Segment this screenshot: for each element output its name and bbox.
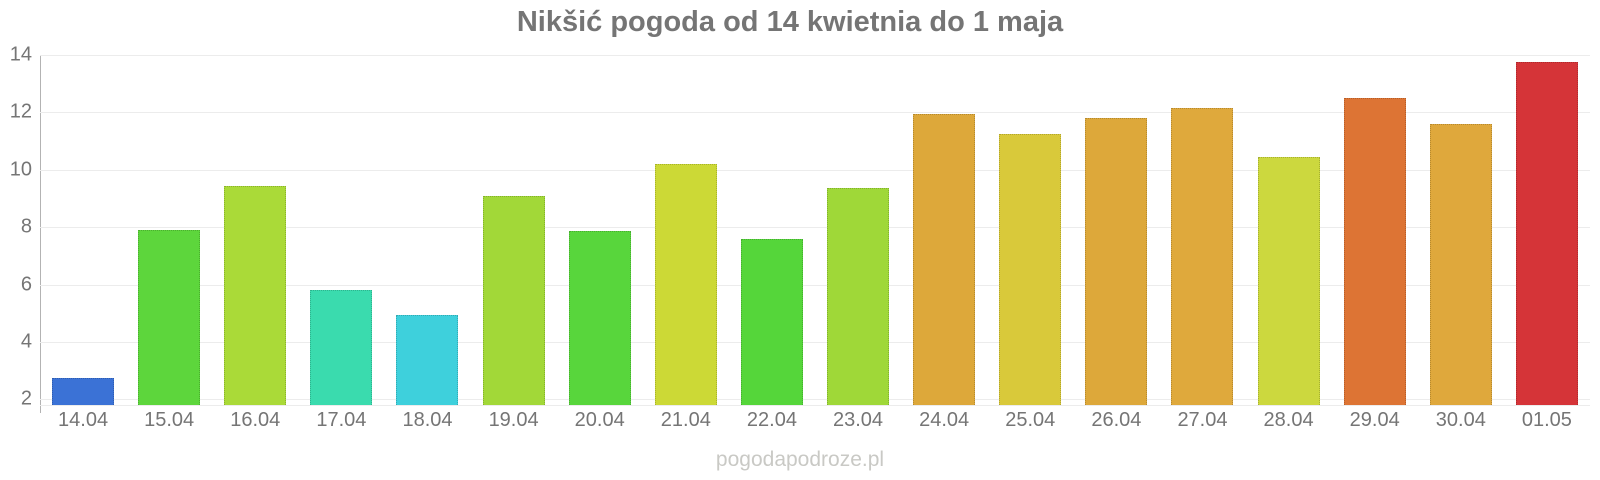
bar-slot-25.04 (987, 55, 1073, 405)
bar-01.05 (1515, 62, 1578, 405)
x-tick-label-24.04: 24.04 (919, 409, 970, 431)
y-tick-label-6: 6 (20, 273, 32, 295)
gridline-4 (40, 341, 1590, 343)
x-tick-label-19.04: 19.04 (488, 409, 539, 431)
gridline-baseline (40, 405, 1590, 406)
x-tick-label-14.04: 14.04 (58, 409, 109, 431)
bar-29.04 (1343, 98, 1406, 405)
bar-16.04 (224, 185, 287, 405)
gridline-2 (40, 399, 1590, 401)
y-tick-label-8: 8 (20, 215, 32, 238)
x-tick-label-17.04: 17.04 (316, 409, 367, 431)
bar-23.04 (827, 188, 890, 405)
y-tick-label-2: 2 (20, 387, 32, 410)
x-axis-labels: 14.04 15.04 16.04 17.04 18.04 19.04 20.04 21.04… (40, 409, 1590, 432)
bar-slot-29.04 (1332, 55, 1418, 405)
bar-30.04 (1429, 123, 1492, 405)
gridline-12 (40, 112, 1590, 114)
bar-slot-20.04 (557, 55, 643, 405)
bar-21.04 (654, 164, 717, 405)
gridline-10 (40, 169, 1590, 171)
bar-slot-27.04 (1159, 55, 1245, 405)
y-tick-label-12: 12 (9, 100, 32, 123)
x-tick-label-28.04: 28.04 (1263, 409, 1314, 431)
y-axis-line (40, 55, 41, 413)
bar-27.04 (1171, 108, 1234, 405)
bar-19.04 (482, 195, 545, 405)
bar-slot-16.04 (212, 55, 298, 405)
x-tick-label-20.04: 20.04 (574, 409, 625, 431)
bar-14.04 (52, 377, 115, 405)
x-tick-label-15.04: 15.04 (144, 409, 195, 431)
x-tick-label-16.04: 16.04 (230, 409, 281, 431)
x-tick-label-23.04: 23.04 (833, 409, 884, 431)
bar-26.04 (1085, 118, 1148, 405)
gridline-8 (40, 227, 1590, 229)
bar-28.04 (1257, 156, 1320, 405)
bar-15.04 (138, 230, 201, 405)
bar-slot-19.04 (471, 55, 557, 405)
bar-17.04 (310, 290, 373, 405)
bar-24.04 (913, 113, 976, 405)
y-tick-label-4: 4 (20, 330, 32, 353)
bar-slot-30.04 (1418, 55, 1504, 405)
bar-slot-15.04 (126, 55, 212, 405)
bar-slot-26.04 (1073, 55, 1159, 405)
bar-slot-24.04 (901, 55, 987, 405)
y-tick-label-14: 14 (9, 43, 32, 66)
x-tick-label-22.04: 22.04 (746, 409, 797, 431)
x-tick-label-26.04: 26.04 (1091, 409, 1142, 431)
bar-18.04 (396, 314, 459, 405)
bar-slot-22.04 (729, 55, 815, 405)
bar-slot-17.04 (298, 55, 384, 405)
bar-slot-28.04 (1246, 55, 1332, 405)
x-tick-label-27.04: 27.04 (1177, 409, 1228, 431)
gridline-14 (40, 55, 1590, 56)
bar-slot-01.05 (1504, 55, 1590, 405)
bar-slot-23.04 (815, 55, 901, 405)
x-tick-label-25.04: 25.04 (1005, 409, 1056, 431)
x-tick-label-30.04: 30.04 (1435, 409, 1486, 431)
gridline-6 (40, 284, 1590, 286)
bar-series (40, 55, 1590, 405)
bar-slot-18.04 (384, 55, 470, 405)
chart-title: Nikšić pogoda od 14 kwietnia do 1 maja (516, 6, 1064, 38)
x-tick-label-29.04: 29.04 (1349, 409, 1400, 431)
bar-20.04 (568, 231, 631, 405)
watermark: pogodapodroze.pl (715, 448, 885, 471)
y-tick-label-10: 10 (9, 158, 32, 181)
x-tick-label-01.05: 01.05 (1521, 409, 1572, 431)
bar-22.04 (740, 238, 803, 405)
bar-slot-14.04 (40, 55, 126, 405)
bar-slot-21.04 (643, 55, 729, 405)
x-tick-label-18.04: 18.04 (402, 409, 453, 431)
x-tick-label-21.04: 21.04 (660, 409, 711, 431)
bar-25.04 (999, 133, 1062, 405)
plot-area: 2 4 6 8 10 12 14 (10, 44, 1590, 410)
